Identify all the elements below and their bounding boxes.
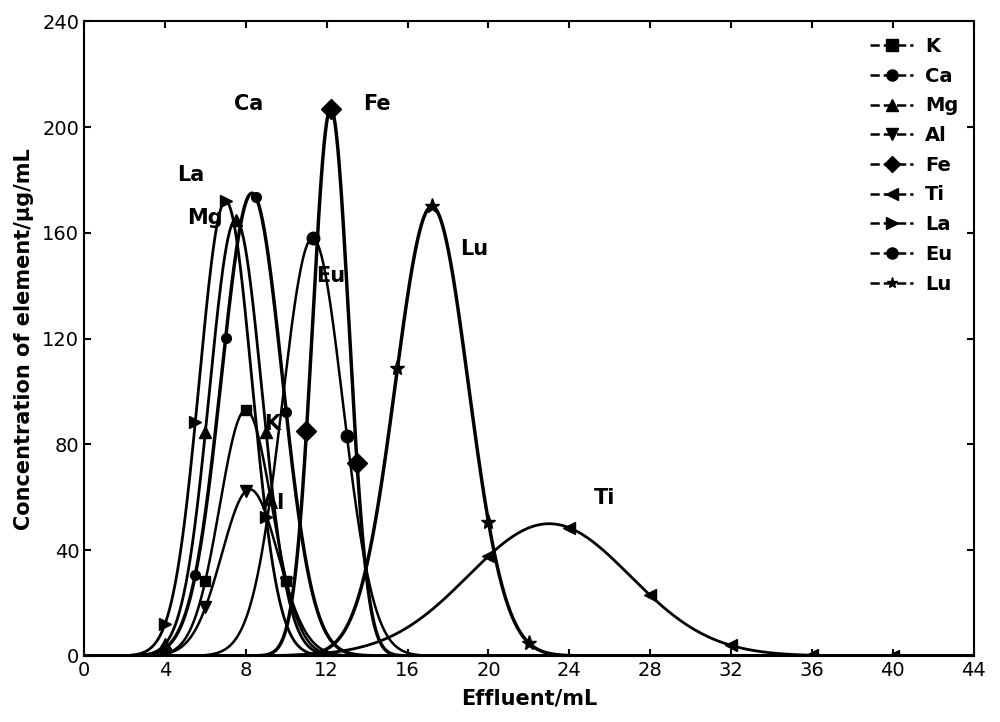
Legend: K, Ca, Mg, Al, Fe, Ti, La, Eu, Lu: K, Ca, Mg, Al, Fe, Ti, La, Eu, Lu [865,31,964,300]
Text: Fe: Fe [363,94,391,114]
Text: Mg: Mg [187,208,223,227]
Text: Al: Al [262,493,285,513]
Text: Ca: Ca [234,94,263,114]
Text: Lu: Lu [460,239,488,259]
Text: Ti: Ti [594,488,615,508]
Text: Eu: Eu [317,266,346,286]
Y-axis label: Concentration of element/μg/mL: Concentration of element/μg/mL [14,148,34,529]
Text: La: La [177,165,204,186]
X-axis label: Effluent/mL: Effluent/mL [461,688,597,708]
Text: K: K [264,414,280,434]
